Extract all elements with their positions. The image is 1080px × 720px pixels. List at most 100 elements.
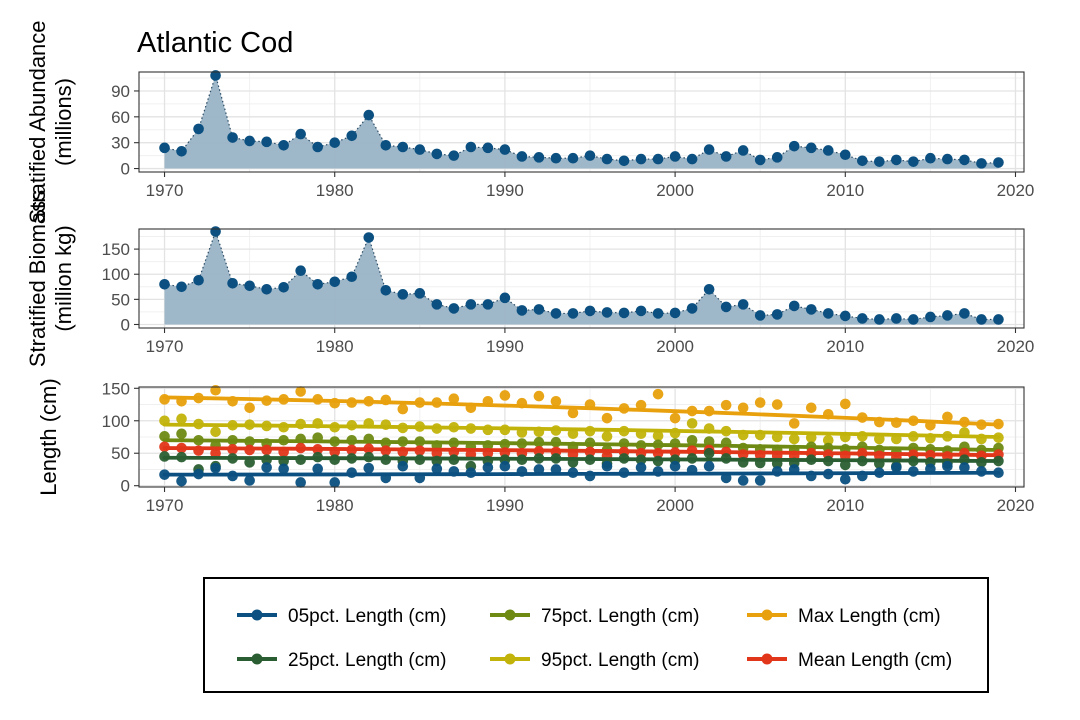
data-point [397,141,409,153]
series-max-length-cm- [159,384,1004,431]
data-point [891,154,902,166]
series-05pct-length-cm- [159,460,1004,488]
data-point [295,128,306,140]
panel-border [138,71,1025,173]
x-tick-label: 2010 [826,496,864,515]
x-tick-label: 1990 [486,181,524,200]
data-point [839,149,851,161]
data-point [788,140,800,152]
data-point [601,460,613,472]
data-point [839,398,851,410]
trend-line [162,438,1001,452]
data-point [312,278,324,290]
data-point [567,152,579,164]
data-point [959,154,970,166]
series-95pct-length-cm- [159,413,1004,446]
data-point [346,271,358,283]
area-fill [164,231,999,325]
data-point [720,151,732,162]
data-point [635,153,647,165]
data-point [839,473,851,485]
trend-line [162,446,1001,458]
panel-border [138,228,1025,329]
data-point [805,304,817,315]
data-point [567,407,579,419]
data-point [635,399,647,411]
y-axis-label: Length (cm) [36,378,61,495]
data-point [959,308,970,319]
data-point [942,460,953,472]
data-point [754,475,766,486]
y-axis-label: Stratified Abundance(millions) [25,20,76,223]
data-point [669,307,681,319]
y-axis-label-line-1: Stratified Abundance [25,20,50,223]
data-point [176,413,187,425]
data-point [567,308,579,319]
data-point [431,148,443,160]
data-point [686,303,698,314]
data-point [210,462,221,474]
y-axis-label: Stratified Biomass(million kg) [25,190,76,367]
data-point [976,158,987,169]
data-point [703,144,715,155]
data-point [210,384,221,396]
x-tick-label: 2020 [997,337,1035,356]
x-tick-label: 2000 [656,337,694,356]
x-tick-label: 1970 [146,496,184,515]
x-tick-label: 2010 [826,337,864,356]
data-point [380,139,392,151]
data-point [176,428,187,440]
chart-title: Atlantic Cod [137,27,293,59]
data-point [703,447,715,459]
legend-label: 25pct. Length (cm) [288,650,446,671]
data-point [652,153,664,165]
y-tick-label: 100 [102,412,130,431]
x-tick-label: 1970 [146,181,184,200]
data-point [499,390,511,401]
y-tick-label: 30 [111,134,130,153]
data-point [839,459,851,471]
data-point [822,434,834,446]
data-point [499,292,511,304]
data-point [261,284,272,295]
data-point [652,388,664,400]
data-point [397,460,409,472]
data-point [754,397,766,408]
data-point [329,137,341,148]
panel-border [138,386,1025,488]
data-point [822,308,834,319]
data-point [601,431,613,442]
data-point [652,308,664,319]
legend-item: Max Length (cm) [747,606,941,627]
data-point [703,460,715,472]
series-panel-2-series [159,226,1004,325]
legend-key-point [251,653,263,665]
data-point [925,152,936,164]
data-point [278,281,289,293]
data-point [482,462,494,473]
data-point [329,276,341,288]
data-point [363,462,375,474]
y-tick-label: 50 [111,444,130,463]
y-tick-label: 150 [102,240,130,259]
data-point [482,299,494,310]
area-fill [164,75,999,169]
data-point [244,135,255,147]
y-axis-label-line-2: (million kg) [51,225,76,331]
x-tick-label: 2020 [997,496,1035,515]
x-tick-label: 1990 [486,496,524,515]
data-point [942,411,953,423]
trend-line [162,395,1001,427]
y-tick-label: 50 [111,290,130,309]
data-point [669,412,681,424]
data-point [601,412,613,424]
data-point [805,142,817,154]
data-point [618,307,630,319]
data-point [771,152,783,163]
data-point [993,314,1004,325]
data-point [448,303,460,314]
legend-key-point [761,609,773,621]
legend-item: 05pct. Length (cm) [237,606,446,627]
data-point [312,463,324,475]
